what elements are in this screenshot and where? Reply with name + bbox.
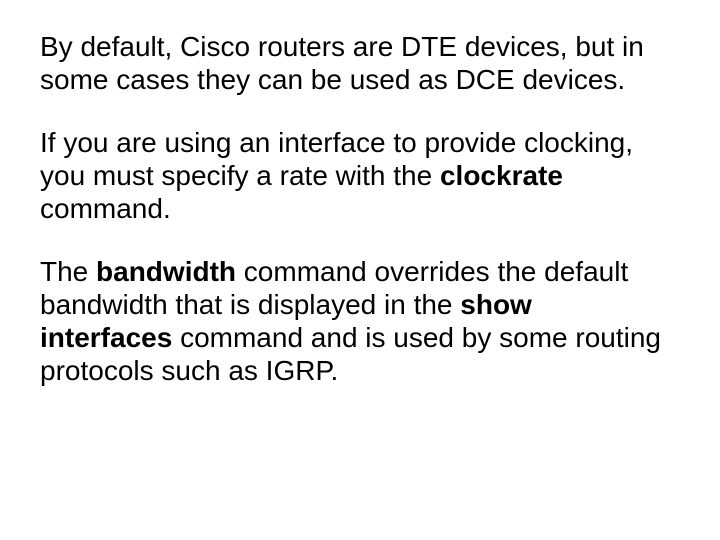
command-clockrate: clockrate bbox=[440, 160, 563, 191]
command-bandwidth: bandwidth bbox=[96, 256, 236, 287]
paragraph-3: The bandwidth command overrides the defa… bbox=[40, 255, 670, 387]
text-run: By default, Cisco routers are DTE device… bbox=[40, 31, 644, 95]
text-run: The bbox=[40, 256, 96, 287]
text-run: command. bbox=[40, 193, 171, 224]
paragraph-1: By default, Cisco routers are DTE device… bbox=[40, 30, 670, 96]
document-page: By default, Cisco routers are DTE device… bbox=[0, 0, 720, 540]
paragraph-2: If you are using an interface to provide… bbox=[40, 126, 670, 225]
